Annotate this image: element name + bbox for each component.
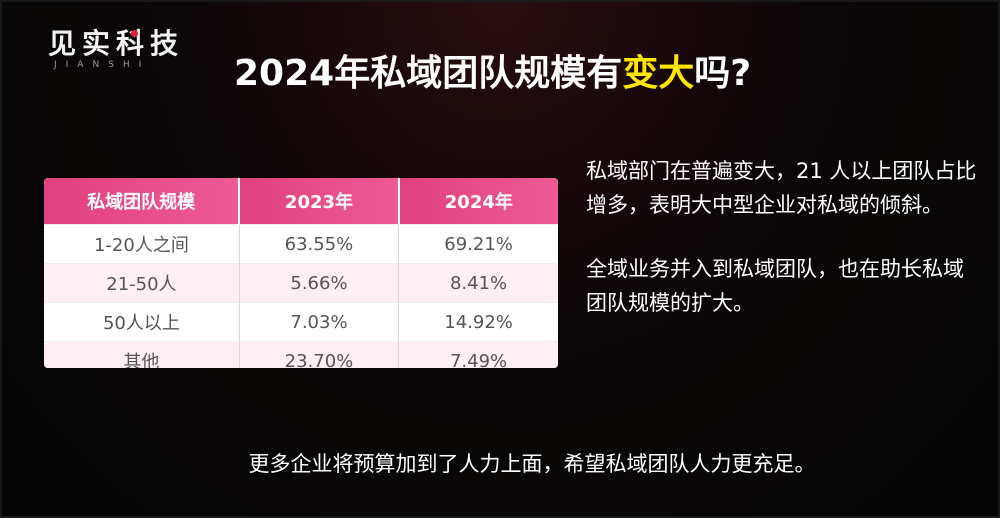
title-suffix: 吗? — [694, 53, 752, 94]
title-prefix: 2024年私域团队规模有 — [234, 53, 623, 94]
commentary-paragraph-1: 私域部门在普遍变大，21 人以上团队占比增多，表明大中型企业对私域的倾斜。 — [586, 159, 977, 217]
table-row: 50人以上 7.03% 14.92% — [44, 302, 558, 342]
table-row: 21-50人 5.66% 8.41% — [44, 263, 558, 303]
row-label: 1-20人之间 — [44, 224, 240, 264]
brand-subtitle: JIANSHI — [54, 60, 151, 70]
header-2024: 2024年 — [398, 178, 558, 225]
row-label: 21-50人 — [44, 263, 240, 303]
header-team-size: 私域团队规模 — [44, 178, 241, 225]
commentary-paragraph-2: 全域业务并入到私域团队，也在助长私域团队规模的扩大。 — [586, 257, 964, 315]
row-value-2024: 14.92% — [398, 302, 558, 342]
title-highlight: 变大 — [622, 53, 695, 94]
brand-logo: 见实科技 JIANSHI — [48, 22, 184, 70]
row-value-2024: 8.41% — [398, 263, 558, 303]
row-label: 50人以上 — [44, 302, 240, 342]
row-value-2023: 7.03% — [239, 302, 400, 342]
brand-name: 见实科技 — [48, 27, 185, 60]
row-value-2023: 23.70% — [239, 341, 400, 368]
row-value-2024: 69.21% — [398, 224, 558, 264]
row-label: 其他 — [44, 341, 240, 368]
row-value-2023: 63.55% — [239, 224, 400, 264]
team-size-table-card: 私域团队规模 2023年 2024年 1-20人之间 63.55% 69.21%… — [44, 178, 558, 368]
row-value-2024: 7.49% — [398, 341, 558, 368]
table-row: 1-20人之间 63.55% 69.21% — [44, 224, 558, 264]
row-value-2023: 5.66% — [239, 263, 400, 303]
header-2023: 2023年 — [239, 178, 400, 225]
team-size-table: 私域团队规模 2023年 2024年 1-20人之间 63.55% 69.21%… — [44, 178, 558, 368]
footer-caption: 更多企业将预算加到了人力上面，希望私域团队人力更充足。 — [248, 452, 816, 476]
brand-dot-icon — [131, 30, 138, 37]
slide-title: 2024年私域团队规模有变大吗? — [234, 44, 751, 96]
table-row: 其他 23.70% 7.49% — [44, 341, 558, 368]
table-header-row: 私域团队规模 2023年 2024年 — [44, 178, 558, 225]
side-commentary: 私域部门在普遍变大，21 人以上团队占比增多，表明大中型企业对私域的倾斜。 全域… — [586, 154, 981, 320]
